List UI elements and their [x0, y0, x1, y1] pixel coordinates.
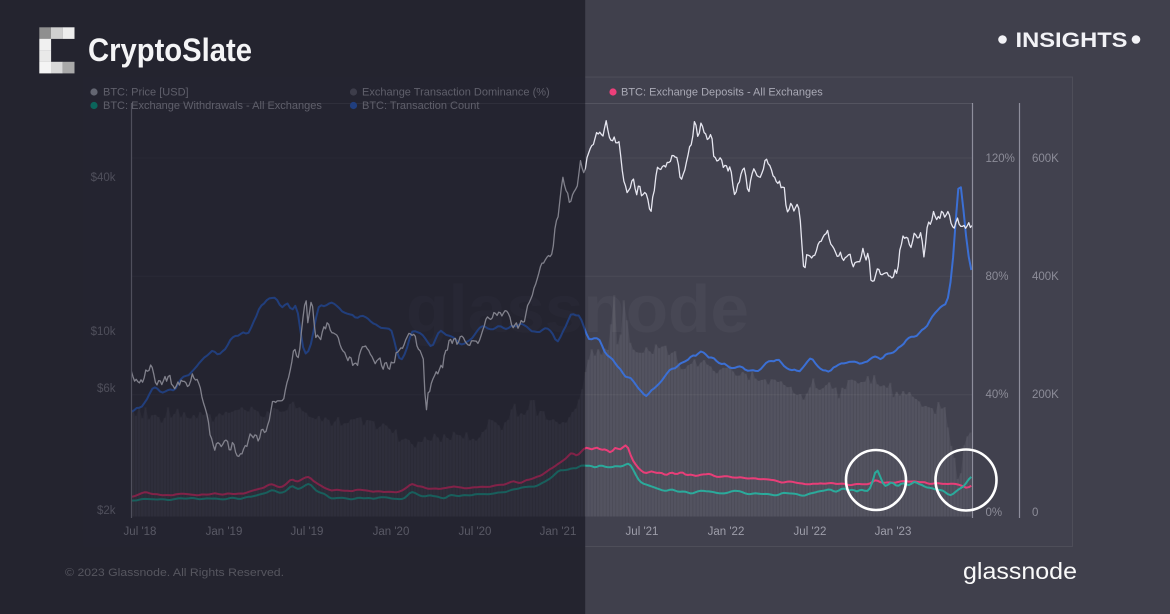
svg-text:BTC: Exchange Deposits - All E: BTC: Exchange Deposits - All Exchanges — [621, 87, 823, 99]
svg-text:Jan '21: Jan '21 — [540, 526, 577, 538]
svg-text:Jan '19: Jan '19 — [206, 526, 243, 538]
svg-text:BTC: Exchange Withdrawals - Al: BTC: Exchange Withdrawals - All Exchange… — [103, 100, 322, 112]
svg-text:200K: 200K — [1032, 389, 1059, 401]
svg-text:Jul '21: Jul '21 — [626, 526, 659, 538]
svg-text:Jan '22: Jan '22 — [708, 526, 745, 538]
svg-text:glassnode: glassnode — [963, 558, 1077, 584]
svg-text:600K: 600K — [1032, 153, 1059, 165]
svg-text:INSIGHTS: INSIGHTS — [1016, 28, 1128, 52]
svg-text:0: 0 — [1032, 507, 1038, 519]
svg-text:Jul '18: Jul '18 — [124, 526, 157, 538]
svg-text:400K: 400K — [1032, 271, 1059, 283]
svg-text:Exchange Transaction Dominance: Exchange Transaction Dominance (%) — [362, 87, 550, 99]
svg-text:BTC: Price [USD]: BTC: Price [USD] — [103, 87, 189, 99]
svg-text:© 2023 Glassnode. All Rights R: © 2023 Glassnode. All Rights Reserved. — [65, 567, 284, 579]
svg-text:$6k: $6k — [97, 383, 116, 395]
svg-text:Jan '23: Jan '23 — [875, 526, 912, 538]
svg-text:Jul '20: Jul '20 — [459, 526, 492, 538]
svg-text:$2k: $2k — [97, 505, 116, 517]
svg-text:80%: 80% — [986, 271, 1009, 283]
svg-text:$10k: $10k — [91, 326, 116, 338]
svg-text:CryptoSlate: CryptoSlate — [88, 32, 252, 68]
svg-text:$40k: $40k — [91, 172, 116, 184]
svg-text:Jul '19: Jul '19 — [291, 526, 324, 538]
svg-text:Jul '22: Jul '22 — [794, 526, 827, 538]
svg-text:BTC: Transaction Count: BTC: Transaction Count — [362, 100, 479, 112]
svg-text:Jan '20: Jan '20 — [373, 526, 410, 538]
svg-text:40%: 40% — [986, 389, 1009, 401]
svg-text:0%: 0% — [986, 507, 1003, 519]
svg-text:120%: 120% — [986, 153, 1015, 165]
